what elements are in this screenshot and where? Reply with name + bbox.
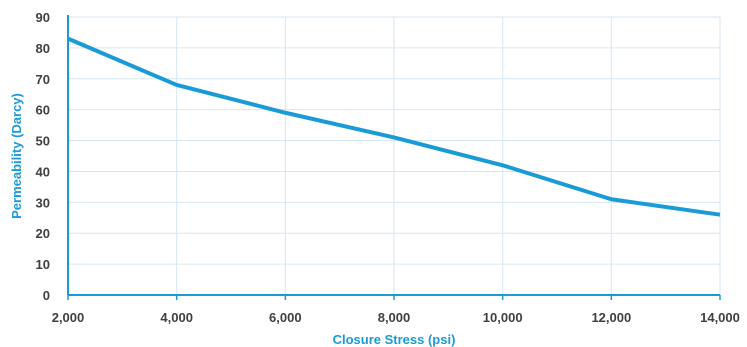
y-tick-label: 40 xyxy=(36,164,50,179)
series-group xyxy=(67,36,721,217)
y-tick-label: 80 xyxy=(36,41,50,56)
y-tick-labels: 0 10 20 30 40 50 60 70 80 90 xyxy=(36,10,50,303)
grid-lines xyxy=(68,16,721,295)
axes xyxy=(67,15,721,300)
y-tick-label: 60 xyxy=(36,103,50,118)
y-tick-label: 50 xyxy=(36,134,50,149)
y-tick-label: 20 xyxy=(36,226,50,241)
y-tick-label: 70 xyxy=(36,72,50,87)
y-axis-title: Permeability (Darcy) xyxy=(9,93,24,219)
y-tick-label: 90 xyxy=(36,10,50,25)
x-tick-label: 8,000 xyxy=(378,310,411,325)
x-tick-label: 4,000 xyxy=(160,310,193,325)
y-tick-label: 0 xyxy=(43,288,50,303)
x-tick-label: 10,000 xyxy=(483,310,523,325)
x-tick-label: 6,000 xyxy=(269,310,302,325)
y-tick-label: 10 xyxy=(36,257,50,272)
x-tick-labels: 2,000 4,000 6,000 8,000 10,000 12,000 14,000 xyxy=(52,310,740,325)
x-tick-label: 14,000 xyxy=(700,310,740,325)
x-tick-label: 2,000 xyxy=(52,310,85,325)
x-axis-title: Closure Stress (psi) xyxy=(333,332,456,347)
x-tick-label: 12,000 xyxy=(591,310,631,325)
y-tick-label: 30 xyxy=(36,195,50,210)
series-line xyxy=(67,36,721,217)
